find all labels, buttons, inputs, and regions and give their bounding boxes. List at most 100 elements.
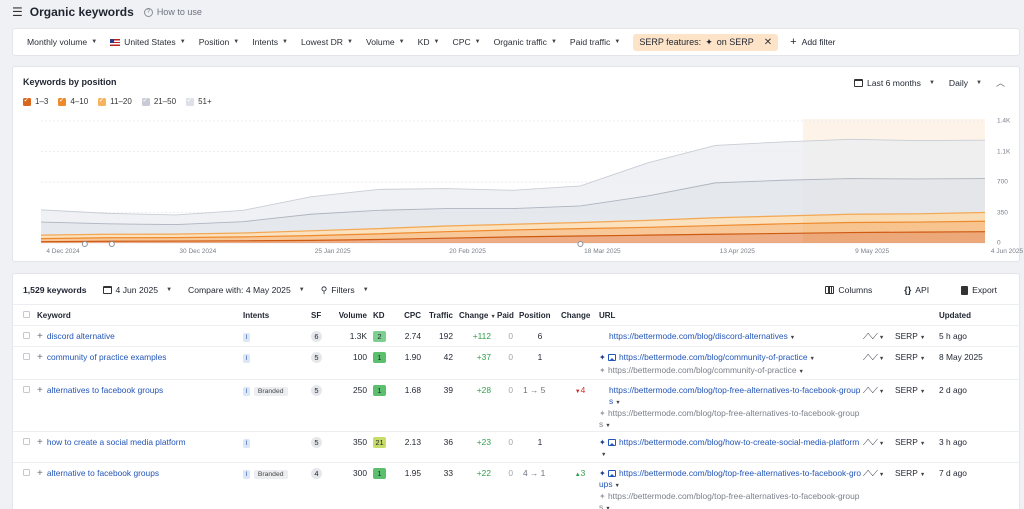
previous-url[interactable]: ✦ https://bettermode.com/blog/community-o… xyxy=(599,365,863,378)
trend-chart-icon[interactable]: ⟋⟍⟋ xyxy=(863,438,878,447)
column-header-url[interactable]: URL xyxy=(599,304,863,326)
serp-features-count[interactable]: 5 xyxy=(311,385,322,396)
menu-icon[interactable]: ☰ xyxy=(12,5,23,19)
column-header-volume[interactable]: Volume xyxy=(335,304,373,326)
column-header-position[interactable]: Position xyxy=(519,304,561,326)
serp-features-count[interactable]: 5 xyxy=(311,352,322,363)
ranking-url[interactable]: https://bettermode.com/blog/discord-alte… xyxy=(599,331,863,344)
keyword-link[interactable]: community of practice examples xyxy=(46,352,167,362)
chevron-down-icon[interactable]: ▼ xyxy=(601,451,607,458)
add-to-list-icon[interactable]: + xyxy=(37,385,43,396)
serp-button[interactable]: SERP xyxy=(895,468,918,478)
ranking-url[interactable]: ✦ https://bettermode.com/blog/how-to-crea… xyxy=(599,437,863,460)
trend-chart-icon[interactable]: ⟋⟍⟋ xyxy=(863,469,878,478)
chevron-down-icon[interactable]: ▼ xyxy=(605,505,611,509)
legend-checkbox[interactable] xyxy=(98,96,107,106)
filter-monthly-volume[interactable]: Monthly volume ▼ xyxy=(27,37,98,47)
previous-url[interactable]: ✦ https://bettermode.com/blog/top-free-al… xyxy=(599,491,863,509)
column-header-traffic[interactable]: Traffic xyxy=(427,304,459,326)
column-header-position-change[interactable]: Change xyxy=(561,304,599,326)
serp-features-count[interactable]: 4 xyxy=(311,468,322,479)
select-all-checkbox[interactable] xyxy=(23,310,30,318)
keyword-link[interactable]: alternative to facebook groups xyxy=(46,468,160,478)
chevron-down-icon[interactable]: ▼ xyxy=(919,389,926,395)
chevron-down-icon[interactable]: ▼ xyxy=(798,368,804,375)
trend-chart-icon[interactable]: ⟋⟍⟋ xyxy=(863,386,878,395)
filter-intents[interactable]: Intents ▼ xyxy=(252,37,288,47)
close-icon[interactable]: ✕ xyxy=(763,36,773,48)
previous-url[interactable]: ✦ https://bettermode.com/blog/top-free-al… xyxy=(599,408,863,431)
add-to-list-icon[interactable]: + xyxy=(37,468,43,479)
trend-chart-icon[interactable]: ⟋⟍⟋ xyxy=(863,353,878,362)
filter-cpc[interactable]: CPC ▼ xyxy=(452,37,481,47)
chevron-down-icon[interactable]: ▼ xyxy=(919,441,926,447)
column-header-keyword[interactable]: Keyword xyxy=(37,304,243,326)
filter-kd[interactable]: KD ▼ xyxy=(417,37,440,47)
url-link[interactable]: https://bettermode.com/blog/discord-alte… xyxy=(609,331,788,341)
serp-features-count[interactable]: 6 xyxy=(311,331,322,342)
legend-checkbox[interactable] xyxy=(23,96,31,106)
serp-features-chip[interactable]: SERP features: ✦ on SERP ✕ xyxy=(633,33,779,51)
chevron-down-icon[interactable]: ▼ xyxy=(789,335,796,341)
column-header-cpc[interactable]: CPC xyxy=(399,304,427,326)
serp-button[interactable]: SERP xyxy=(895,352,918,362)
column-header-kd[interactable]: KD xyxy=(373,304,399,326)
legend-checkbox[interactable] xyxy=(141,96,150,106)
filter-volume[interactable]: Volume ▼ xyxy=(365,37,405,47)
filter-organic-traffic[interactable]: Organic traffic ▼ xyxy=(493,37,557,47)
chevron-down-icon[interactable]: ▼ xyxy=(878,472,885,478)
column-header-intents[interactable]: Intents xyxy=(243,304,311,326)
chevron-up-icon[interactable]: ︿ xyxy=(995,78,1005,88)
url-link[interactable]: https://bettermode.com/blog/how-to-creat… xyxy=(619,437,860,447)
chevron-down-icon[interactable]: ▼ xyxy=(919,356,926,362)
legend-item[interactable]: 4–10 xyxy=(58,96,88,106)
date-range-select[interactable]: Last 6 months ▼ xyxy=(853,78,935,88)
add-to-list-icon[interactable]: + xyxy=(37,352,43,363)
legend-item[interactable]: 21–50 xyxy=(141,96,176,106)
chevron-down-icon[interactable]: ▼ xyxy=(919,335,926,341)
legend-checkbox[interactable] xyxy=(58,96,67,106)
row-checkbox[interactable] xyxy=(23,353,30,360)
legend-item[interactable]: 51+ xyxy=(186,96,212,106)
column-header-traffic-change[interactable]: Change ▼ xyxy=(459,304,497,326)
interval-select[interactable]: Daily ▼ xyxy=(948,77,982,88)
keyword-link[interactable]: alternatives to facebook groups xyxy=(46,385,164,395)
chevron-down-icon[interactable]: ▼ xyxy=(615,399,621,406)
legend-item[interactable]: 1–3 xyxy=(23,96,48,106)
column-header-trend[interactable] xyxy=(863,304,895,326)
add-filter-button[interactable]: + Add filter xyxy=(790,36,836,48)
chevron-down-icon[interactable]: ▼ xyxy=(614,482,620,489)
legend-item[interactable]: 11–20 xyxy=(98,96,132,106)
chevron-down-icon[interactable]: ▼ xyxy=(919,472,926,478)
column-header-sf[interactable]: SF xyxy=(311,304,335,326)
column-header-paid[interactable]: Paid xyxy=(497,304,519,326)
ranking-url[interactable]: ✦ https://bettermode.com/blog/community-o… xyxy=(599,352,863,365)
serp-button[interactable]: SERP xyxy=(895,385,918,395)
compare-select[interactable]: Compare with: 4 May 2025 ▼ xyxy=(188,285,305,295)
filters-button[interactable]: ⚲ Filters ▼ xyxy=(320,284,369,296)
column-header-updated[interactable]: Updated xyxy=(939,304,1021,326)
add-to-list-icon[interactable]: + xyxy=(37,437,43,448)
url-link[interactable]: https://bettermode.com/blog/top-free-alt… xyxy=(599,468,862,489)
export-button[interactable]: Export xyxy=(961,285,997,295)
keyword-link[interactable]: discord alternative xyxy=(46,331,115,341)
serp-features-count[interactable]: 5 xyxy=(311,437,322,448)
chevron-down-icon[interactable]: ▼ xyxy=(605,422,611,429)
ranking-url[interactable]: ✦ https://bettermode.com/blog/top-free-al… xyxy=(599,468,863,491)
add-to-list-icon[interactable]: + xyxy=(37,331,43,342)
row-checkbox[interactable] xyxy=(23,332,30,339)
chevron-down-icon[interactable]: ▼ xyxy=(878,335,885,341)
row-checkbox[interactable] xyxy=(23,438,30,445)
filter-paid-traffic[interactable]: Paid traffic ▼ xyxy=(569,37,621,47)
url-link[interactable]: https://bettermode.com/blog/community-of… xyxy=(608,364,797,375)
trend-chart-icon[interactable]: ⟋⟍⟋ xyxy=(863,332,878,341)
serp-button[interactable]: SERP xyxy=(895,437,918,447)
row-checkbox[interactable] xyxy=(23,386,30,393)
url-link[interactable]: https://bettermode.com/blog/top-free-alt… xyxy=(599,491,860,509)
keyword-link[interactable]: how to create a social media platform xyxy=(46,437,186,447)
legend-checkbox[interactable] xyxy=(186,96,195,106)
serp-button[interactable]: SERP xyxy=(895,331,918,341)
how-to-use-link[interactable]: ? How to use xyxy=(143,7,202,17)
row-checkbox[interactable] xyxy=(23,469,30,476)
ranking-url[interactable]: https://bettermode.com/blog/top-free-alt… xyxy=(599,385,863,408)
